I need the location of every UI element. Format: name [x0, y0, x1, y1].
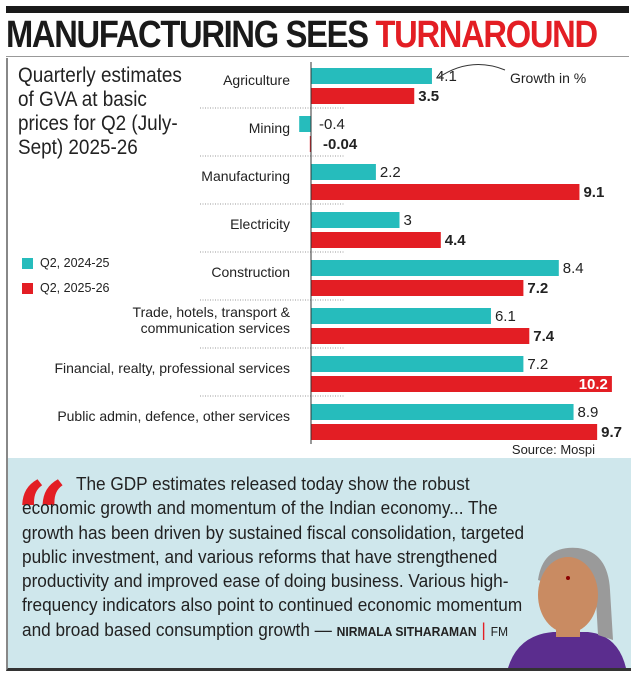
category-label: communication services [141, 320, 290, 336]
top-rule [6, 6, 629, 13]
headline-part1: MANUFACTURING SEES [6, 14, 369, 56]
bar-2025-26 [311, 376, 612, 392]
source-note: Source: Mospi [511, 442, 595, 457]
data-label: 4.4 [445, 232, 467, 249]
bar-2025-26 [311, 184, 580, 200]
title-divider [6, 56, 629, 57]
bar-2024-25 [311, 68, 432, 84]
category-label: Manufacturing [201, 168, 290, 184]
category-label: Public admin, defence, other services [57, 408, 290, 424]
speaker-portrait [508, 547, 626, 668]
data-label: 3 [404, 212, 412, 229]
data-label: 7.4 [533, 328, 555, 345]
category-label: Financial, realty, professional services [54, 360, 290, 376]
headline-part2: TURNAROUND [375, 14, 598, 56]
bar-2024-25 [311, 260, 559, 276]
data-label: 3.5 [418, 88, 439, 105]
quote-body: The GDP estimates released today show th… [22, 473, 525, 640]
annotation-label: Growth in % [510, 70, 586, 86]
category-label: Electricity [230, 216, 290, 232]
data-label: 9.7 [601, 424, 622, 441]
quote-speaker: NIRMALA SITHARAMAN [336, 623, 477, 639]
bar-chart: Agriculture 4.1 3.5 Mining -0.4 -0.04 Manufact… [54, 62, 622, 444]
bar-2024-25 [311, 308, 491, 324]
data-label: 4.1 [436, 68, 457, 85]
bar-2024-25 [311, 356, 524, 372]
category-label: Construction [211, 264, 290, 280]
category-label: Agriculture [223, 72, 290, 88]
bar-2025-26 [311, 280, 524, 296]
bar-2024-25 [311, 164, 376, 180]
data-label: 10.2 [579, 376, 608, 393]
bar-2025-26 [311, 88, 415, 104]
category-label: Trade, hotels, transport & [133, 304, 291, 320]
data-label: 6.1 [495, 308, 516, 325]
data-label: 2.2 [380, 164, 401, 181]
annotation-connector [437, 64, 506, 79]
bar-2025-26 [311, 232, 441, 248]
quote-mark-icon: “ [16, 462, 68, 568]
legend-label: Q2, 2025-26 [40, 281, 110, 295]
bar-2025-26 [311, 424, 598, 440]
chart-title: Quarterly estimates of GVA at basic pric… [18, 64, 182, 159]
legend-swatch [22, 257, 33, 269]
bar-2024-25 [299, 116, 311, 132]
data-label: -0.04 [323, 136, 358, 153]
quote-text: The GDP estimates released today show th… [22, 473, 525, 640]
bar-2025-26 [311, 328, 530, 344]
legend-swatch [22, 282, 33, 294]
category-label: Mining [249, 120, 290, 136]
bar-2024-25 [311, 212, 400, 228]
data-label: 9.1 [583, 184, 604, 201]
quote-role: FM [490, 623, 509, 639]
legend-item-2024: Q2, 2024-25 [22, 256, 110, 270]
legend-item-2025: Q2, 2025-26 [22, 281, 110, 295]
legend-label: Q2, 2024-25 [40, 256, 110, 270]
bar-2024-25 [311, 404, 574, 420]
quote-panel [6, 458, 631, 671]
data-label: -0.4 [319, 116, 345, 133]
data-label: 8.4 [563, 260, 584, 277]
chart-panel [6, 58, 631, 458]
data-label: 7.2 [527, 356, 548, 373]
data-label: 8.9 [578, 404, 599, 421]
data-label: 7.2 [527, 280, 548, 297]
headline: MANUFACTURING SEES TURNAROUND [6, 14, 598, 57]
